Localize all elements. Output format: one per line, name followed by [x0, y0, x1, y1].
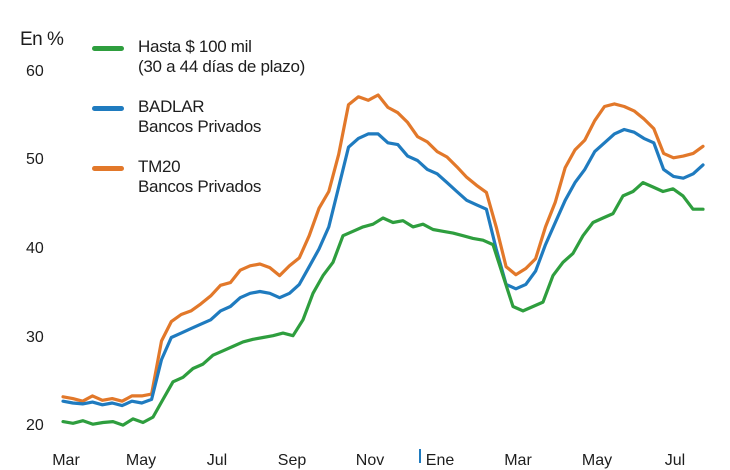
x-tick-may: May	[125, 452, 157, 469]
legend-swatch-orange	[92, 166, 124, 171]
x-tick-ene: Ene	[425, 452, 455, 469]
series-line-hasta-100-mil	[61, 181, 705, 427]
legend-label-line2: Bancos Privados	[138, 177, 262, 196]
x-tick-mar: Mar	[52, 452, 80, 469]
y-tick-30: 30	[26, 329, 44, 346]
x-tick-mar-2: Mar	[504, 452, 532, 469]
y-tick-50: 50	[26, 151, 44, 168]
x-tick-may-2: May	[581, 452, 613, 469]
x-tick-nov: Nov	[355, 452, 385, 469]
y-tick-40: 40	[26, 240, 44, 257]
series-line-tm20	[61, 93, 705, 403]
series-line-badlar	[61, 127, 705, 408]
y-tick-20: 20	[26, 417, 44, 434]
legend-label-line1: BADLAR	[138, 97, 205, 116]
plot-area	[61, 93, 705, 427]
legend-label-line2: Bancos Privados	[138, 117, 262, 136]
legend-label-line2: (30 a 44 días de plazo)	[138, 57, 305, 76]
legend-label-line1: Hasta $ 100 mil	[138, 37, 252, 56]
y-axis-unit-label: En %	[20, 29, 64, 50]
y-tick-60: 60	[26, 63, 44, 80]
x-tick-sep: Sep	[277, 452, 307, 469]
x-tick-jul: Jul	[206, 452, 228, 469]
legend-swatch-blue	[92, 106, 124, 111]
legend-swatch-green	[92, 46, 124, 51]
year-separator-marker	[419, 449, 421, 463]
x-tick-jul-2: Jul	[664, 452, 686, 469]
legend-label-line1: TM20	[138, 157, 181, 176]
